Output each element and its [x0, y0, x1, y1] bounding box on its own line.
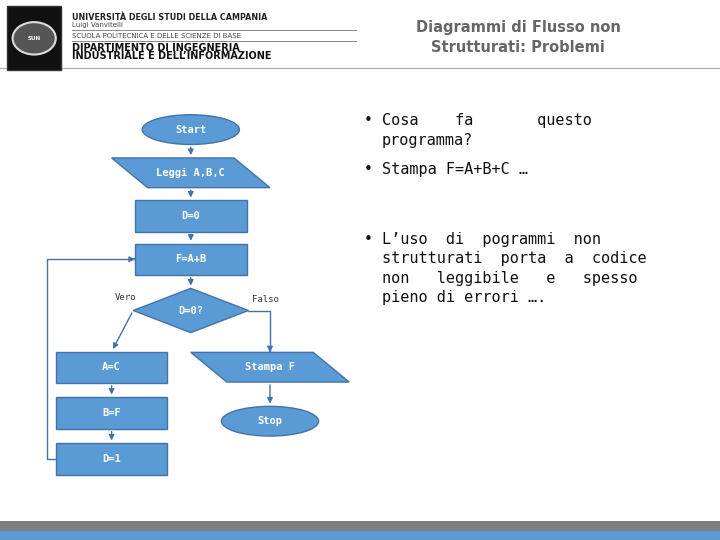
FancyBboxPatch shape [0, 531, 720, 540]
FancyBboxPatch shape [7, 6, 61, 70]
Text: Stampa F: Stampa F [245, 362, 295, 372]
Text: DIPARTIMENTO DI INGEGNERIA: DIPARTIMENTO DI INGEGNERIA [72, 43, 240, 52]
Text: INDUSTRIALE E DELL’INFORMAZIONE: INDUSTRIALE E DELL’INFORMAZIONE [72, 51, 271, 61]
Text: Diagrammi di Flusso non
Strutturati: Problemi: Diagrammi di Flusso non Strutturati: Pro… [416, 21, 621, 55]
Text: Stampa F=A+B+C …: Stampa F=A+B+C … [382, 162, 528, 177]
Text: L’uso  di  pogrammi  non
strutturati  porta  a  codice
non   leggibile   e   spe: L’uso di pogrammi non strutturati porta … [382, 232, 647, 305]
Text: Cosa    fa       questo
programma?: Cosa fa questo programma? [382, 113, 591, 147]
Text: Vero: Vero [115, 293, 137, 301]
Text: Stop: Stop [258, 416, 282, 426]
Text: D=0: D=0 [181, 211, 200, 221]
Text: Start: Start [175, 125, 207, 134]
FancyBboxPatch shape [56, 352, 167, 383]
Text: Leggi A,B,C: Leggi A,B,C [156, 168, 225, 178]
Text: D=0?: D=0? [179, 306, 203, 315]
Ellipse shape [143, 115, 239, 145]
Text: Falso: Falso [252, 295, 279, 304]
Ellipse shape [222, 406, 319, 436]
Text: A=C: A=C [102, 362, 121, 372]
Text: •: • [364, 232, 372, 247]
FancyBboxPatch shape [135, 200, 246, 232]
Text: D=1: D=1 [102, 454, 121, 464]
Text: F=A+B: F=A+B [175, 254, 207, 264]
Polygon shape [133, 288, 248, 333]
Text: B=F: B=F [102, 408, 121, 418]
Text: •: • [364, 162, 372, 177]
Polygon shape [191, 352, 349, 382]
FancyBboxPatch shape [56, 443, 167, 475]
Circle shape [13, 22, 56, 55]
Text: •: • [364, 113, 372, 129]
FancyBboxPatch shape [56, 397, 167, 429]
Polygon shape [112, 158, 270, 187]
FancyBboxPatch shape [135, 244, 246, 275]
Text: Luigi Vanvitelli: Luigi Vanvitelli [72, 22, 123, 28]
FancyBboxPatch shape [0, 521, 720, 531]
Text: SUN: SUN [27, 36, 41, 41]
Text: SCUOLA POLITECNICA E DELLE SCIENZE DI BASE: SCUOLA POLITECNICA E DELLE SCIENZE DI BA… [72, 33, 241, 39]
Text: UNIVERSITÀ DEGLI STUDI DELLA CAMPANIA: UNIVERSITÀ DEGLI STUDI DELLA CAMPANIA [72, 14, 267, 22]
